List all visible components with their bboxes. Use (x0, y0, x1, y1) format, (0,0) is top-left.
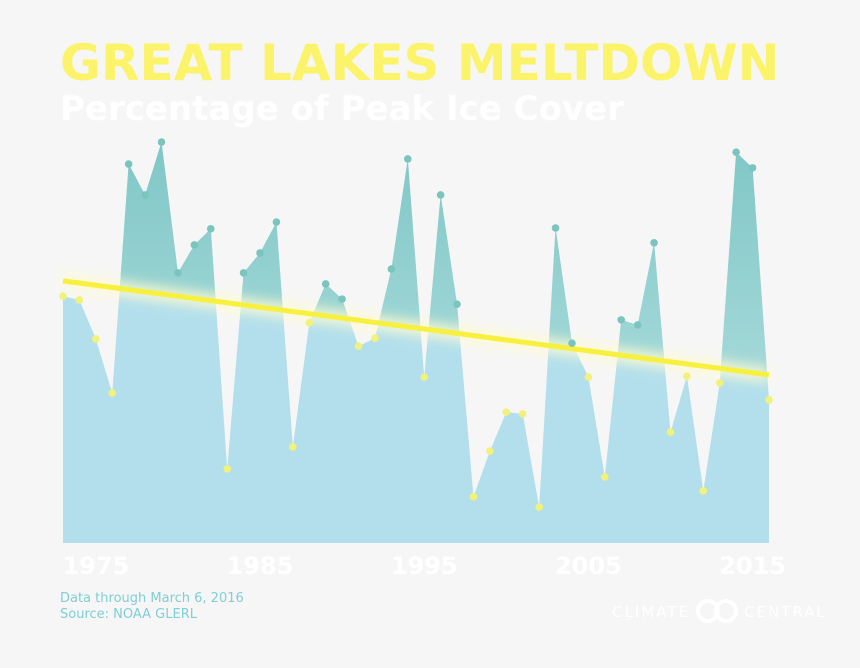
data-point (601, 473, 609, 481)
data-point (289, 443, 297, 451)
data-point (239, 269, 248, 277)
data-point (420, 373, 429, 381)
data-point (617, 316, 626, 324)
x-tick-label: 1995 (391, 552, 458, 580)
data-point (206, 225, 215, 233)
data-point (92, 335, 100, 343)
data-point (272, 218, 281, 226)
data-point (256, 249, 264, 257)
data-point (436, 191, 445, 199)
data-point (633, 321, 642, 329)
logo-text: CENTRAL (744, 603, 827, 621)
data-point (157, 138, 166, 146)
data-point (568, 339, 576, 347)
x-tick-label: 1985 (227, 552, 294, 580)
data-point (535, 503, 543, 511)
data-point (403, 155, 412, 163)
data-point (486, 447, 494, 455)
x-tick-label: 1975 (62, 552, 129, 580)
data-point (305, 319, 314, 327)
note: Data through March 6, 2016 (60, 591, 244, 606)
data-point (174, 269, 182, 277)
data-point (141, 191, 149, 199)
data-point (715, 379, 724, 387)
data-point (683, 372, 691, 380)
data-point (387, 265, 396, 273)
data-point (765, 396, 773, 404)
chart-title: GREAT LAKES MELTDOWN (60, 34, 780, 92)
trend-line (62, 278, 770, 378)
data-point (59, 292, 67, 300)
data-point (666, 428, 675, 436)
data-point (108, 389, 117, 397)
x-tick-label: 2005 (555, 552, 622, 580)
data-point (551, 224, 560, 232)
data-point (748, 164, 757, 172)
data-point (469, 493, 478, 501)
data-point (338, 295, 346, 303)
x-tick-label: 2015 (719, 552, 786, 580)
data-point (699, 487, 708, 495)
data-point (650, 239, 658, 247)
data-point (371, 334, 379, 342)
data-point (502, 408, 511, 416)
data-point (223, 465, 231, 473)
data-point (124, 160, 133, 168)
data-point (321, 280, 330, 288)
data-point (354, 342, 363, 350)
logo-icon (696, 599, 738, 623)
data-point (75, 296, 84, 304)
plot: 1975 1985 1995 2005 2015 (59, 138, 786, 580)
source: Source: NOAA GLERL (60, 607, 198, 622)
chart-subtitle: Percentage of Peak Ice Cover (60, 89, 624, 129)
data-point (518, 410, 527, 418)
area (63, 142, 769, 543)
data-point (732, 148, 740, 157)
data-point (453, 300, 461, 309)
data-point (190, 241, 199, 249)
data-point (584, 373, 593, 381)
logo-text: CLIMATE (612, 603, 690, 621)
